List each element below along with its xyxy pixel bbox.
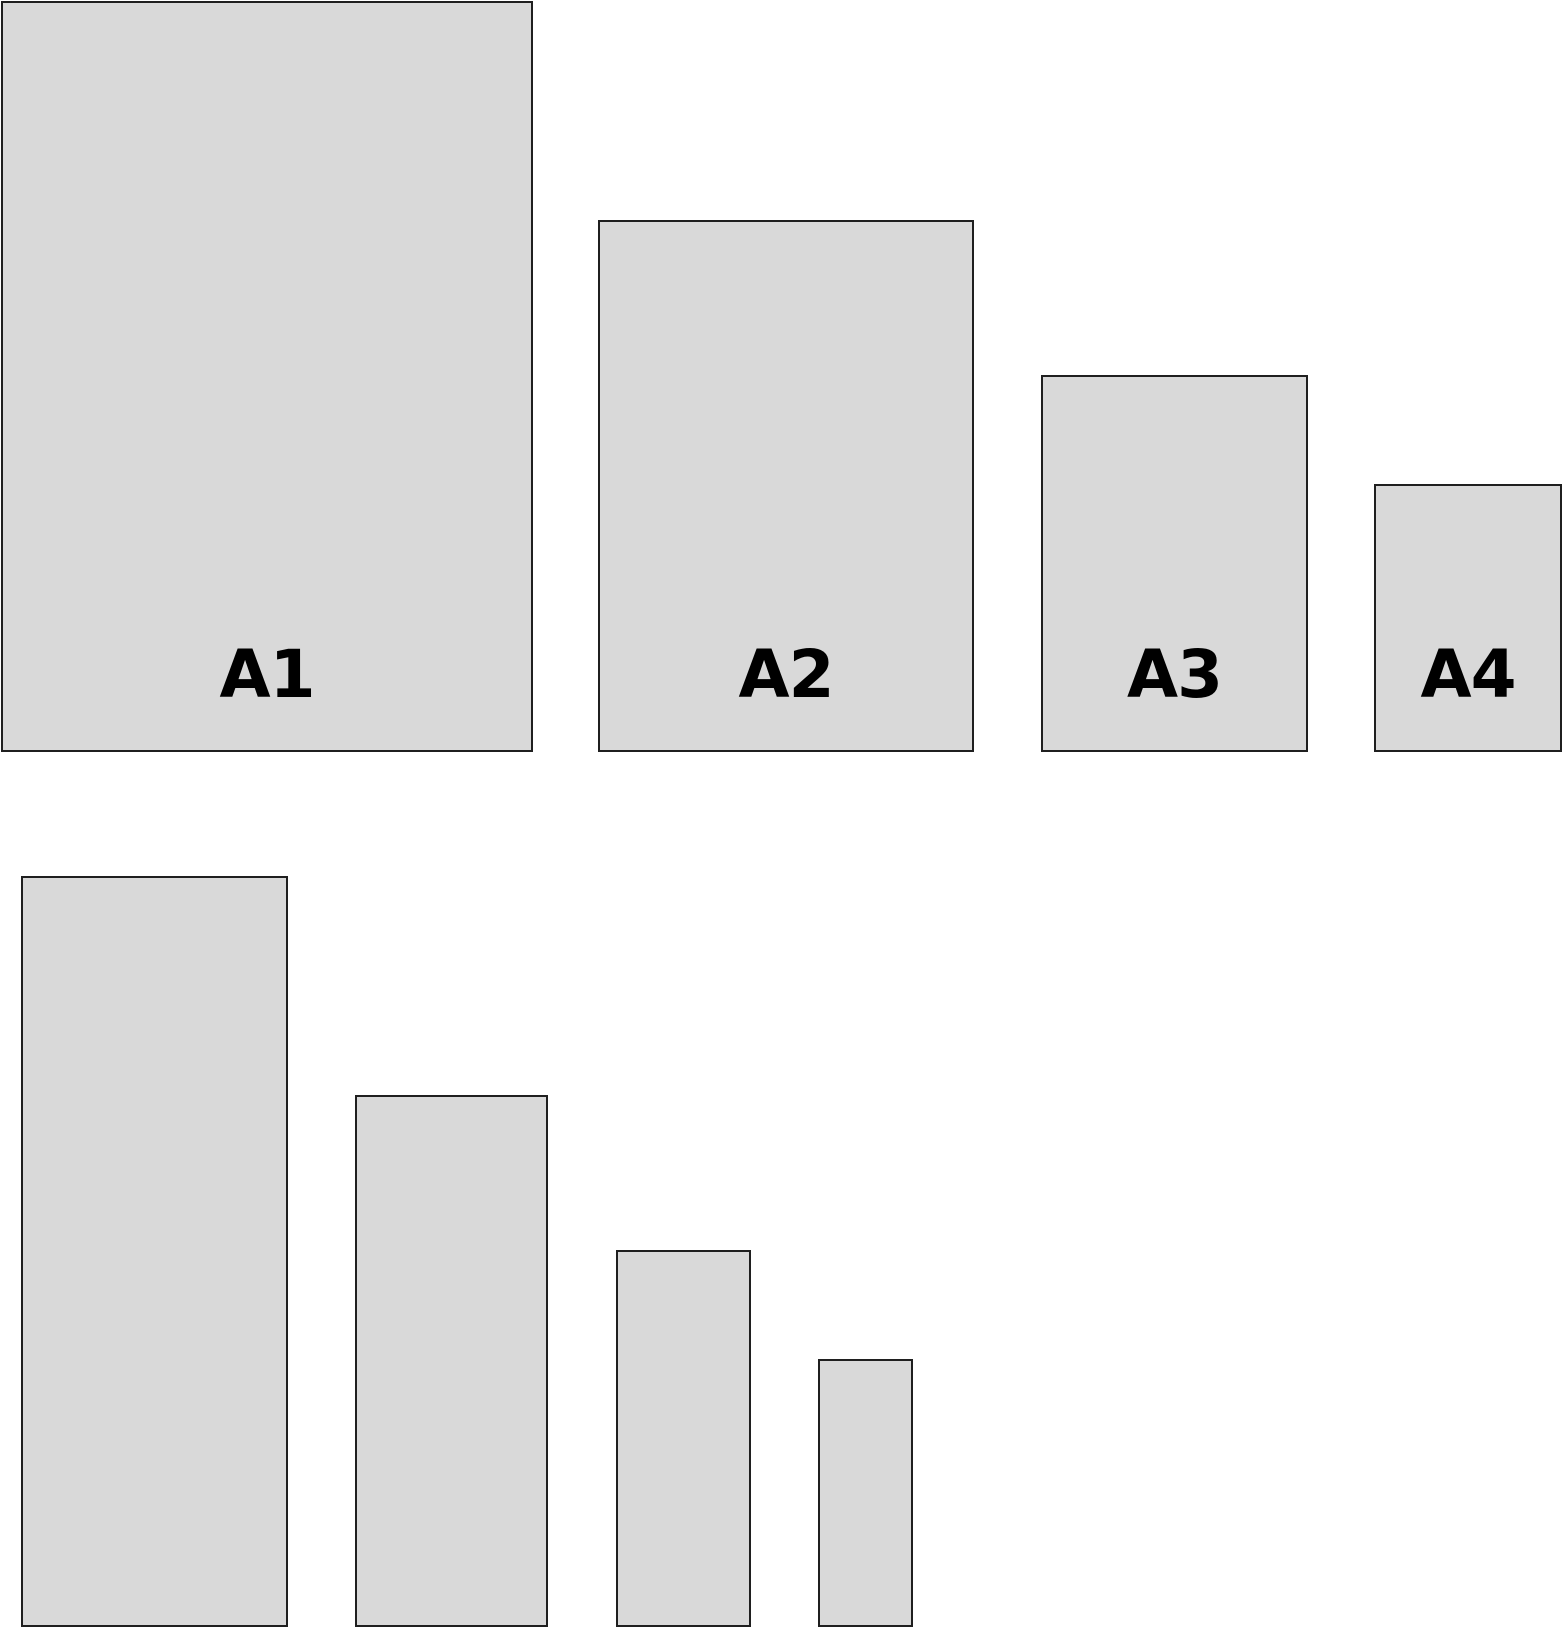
narrow-sheet-2 (355, 1095, 548, 1627)
sheet-a3-label: A3 (1126, 636, 1223, 713)
sheet-a1-label: A1 (219, 636, 315, 713)
narrow-sheet-3 (616, 1250, 751, 1627)
narrow-sheet-4 (818, 1359, 913, 1627)
sheet-a4: A4 (1374, 484, 1562, 752)
sheet-a2-label: A2 (738, 636, 834, 713)
narrow-sheet-1 (21, 876, 288, 1627)
sheet-a3: A3 (1041, 375, 1308, 752)
sheet-a1: A1 (1, 1, 533, 752)
sheet-a4-label: A4 (1420, 636, 1516, 713)
sheet-a2: A2 (598, 220, 974, 752)
